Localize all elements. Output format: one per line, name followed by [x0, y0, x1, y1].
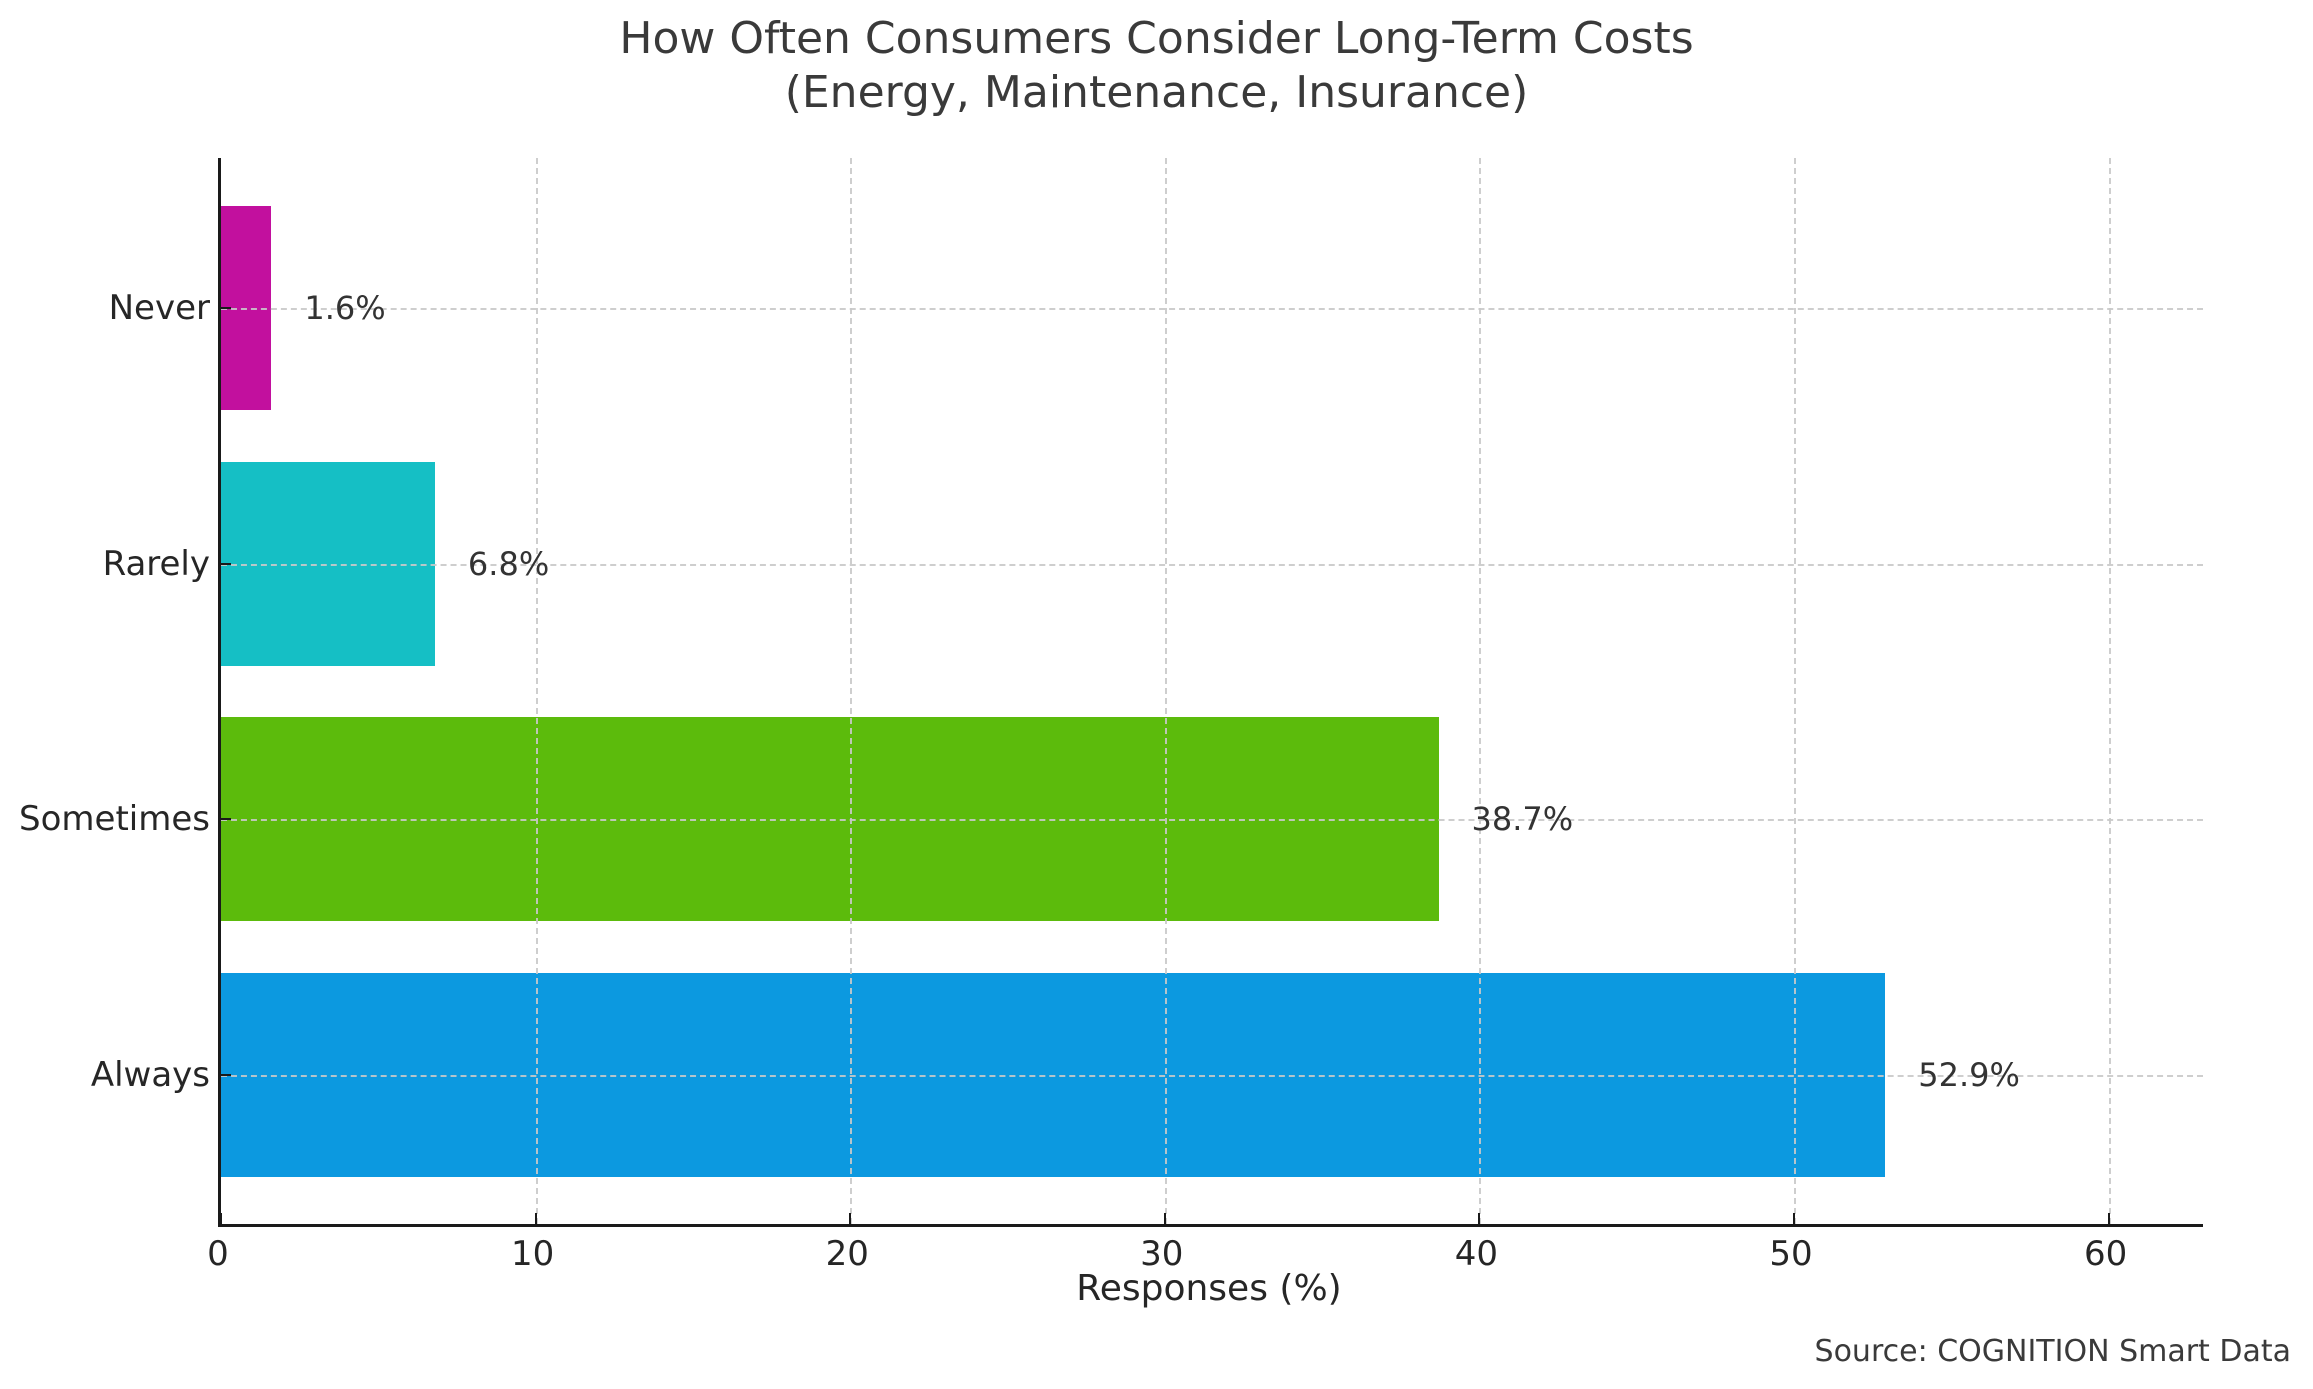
x-tick-mark — [1478, 1213, 1481, 1224]
x-tick-label-40: 40 — [1454, 1234, 1499, 1274]
x-tick-mark — [534, 1213, 537, 1224]
x-tick-label-20: 20 — [825, 1234, 869, 1274]
horizontal-gridline — [221, 308, 2203, 310]
x-tick-label-10: 10 — [510, 1234, 555, 1274]
y-tick-mark — [221, 818, 231, 820]
bar-value-label: 52.9% — [1918, 1055, 2020, 1094]
vertical-gridline — [1164, 158, 1167, 1224]
x-axis-title: Responses (%) — [1076, 1268, 1342, 1309]
chart-title-block: How Often Consumers Consider Long-Term C… — [0, 12, 2313, 119]
vertical-gridline — [535, 158, 538, 1224]
y-tick-mark — [221, 1073, 231, 1076]
x-tick-mark — [849, 1213, 852, 1224]
vertical-gridline — [1479, 158, 1482, 1224]
x-tick-mark — [1163, 1213, 1166, 1224]
x-tick-label-50: 50 — [1769, 1234, 1813, 1274]
vertical-gridline — [1794, 158, 1797, 1224]
y-category-label-never: Never — [108, 288, 210, 328]
chart-title: How Often Consumers Consider Long-Term C… — [619, 13, 1694, 64]
chart-subtitle: (Energy, Maintenance, Insurance) — [784, 66, 1529, 118]
y-category-label-always: Always — [90, 1054, 210, 1095]
y-category-label-sometimes: Sometimes — [19, 799, 210, 839]
y-category-label-rarely: Rarely — [102, 543, 210, 584]
y-tick-mark — [221, 307, 231, 309]
source-note: Source: COGNITION Smart Data — [1814, 1334, 2291, 1369]
bar-value-label: 6.8% — [467, 544, 550, 583]
x-tick-mark — [1793, 1213, 1796, 1224]
y-tick-mark — [221, 562, 231, 565]
x-tick-mark — [220, 1213, 222, 1224]
vertical-gridline — [2108, 158, 2111, 1224]
x-tick-mark — [2107, 1213, 2110, 1224]
x-tick-label-0: 0 — [207, 1234, 229, 1274]
bar-value-label: 1.6% — [304, 289, 386, 327]
horizontal-gridline — [221, 1074, 2203, 1077]
x-tick-label-60: 60 — [2083, 1234, 2128, 1274]
horizontal-gridline — [221, 563, 2203, 566]
vertical-gridline — [850, 158, 853, 1224]
horizontal-gridline — [221, 819, 2203, 821]
x-tick-label-30: 30 — [1140, 1234, 1184, 1274]
plot-area: 1.6% 6.8% 38.7% 52.9% — [218, 158, 2203, 1227]
bar-value-label: 38.7% — [1471, 800, 1574, 838]
